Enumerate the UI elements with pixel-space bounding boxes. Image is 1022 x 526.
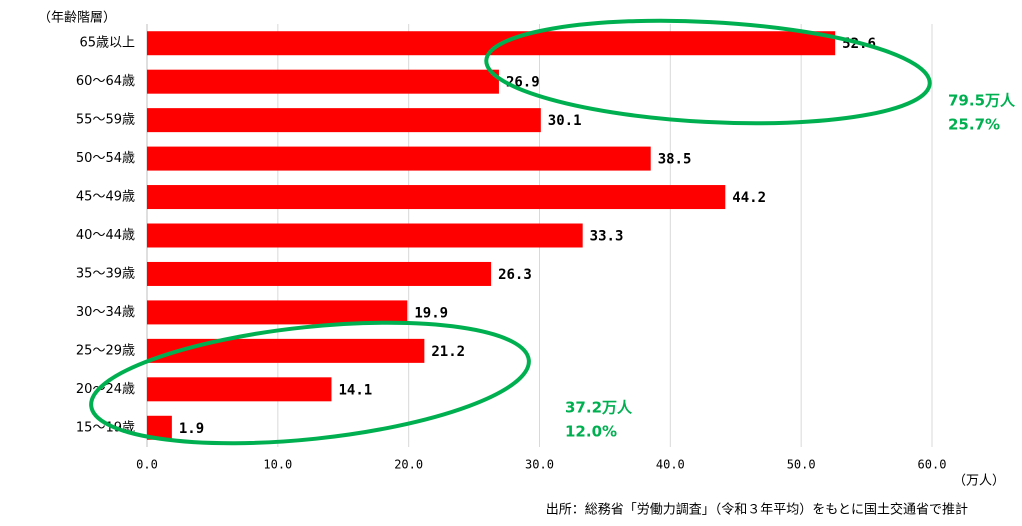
x-tick-label: 40.0 [656,458,685,472]
bar [147,185,726,210]
y-axis-label: （年齢階層） [38,11,116,26]
x-tick-label: 30.0 [525,458,554,472]
y-tick-label: 20～24歳 [76,382,135,397]
data-label: 30.1 [548,113,582,129]
data-label: 44.2 [732,190,766,206]
y-tick-label: 25～29歳 [76,343,135,358]
y-tick-label: 45～49歳 [76,190,135,205]
bar [147,338,425,363]
bar [147,69,499,94]
annotation: 37.2万人 [565,399,633,417]
data-label: 33.3 [590,229,624,245]
x-tick-label: 50.0 [787,458,816,472]
bar [147,146,651,171]
annotation: 12.0% [565,423,617,441]
y-tick-label: 60～64歳 [76,74,135,89]
highlight-ellipse [484,18,932,126]
bar [147,261,492,286]
y-tick-label: 35～39歳 [76,266,135,281]
y-tick-label: 55～59歳 [76,113,135,128]
data-label: 26.3 [498,267,532,283]
bar [147,223,583,248]
y-tick-label: 65歳以上 [79,36,135,51]
bar [147,108,541,133]
data-label: 14.1 [338,382,372,398]
source: 出所：総務省「労働力調査」（令和３年平均）をもとに国土交通省で推計 [546,502,968,518]
x-tick-label: 20.0 [394,458,423,472]
y-tick-label: 50～54歳 [76,151,135,166]
y-tick-label: 40～44歳 [76,228,135,243]
x-tick-label: 60.0 [918,458,947,472]
x-axis-label: （万人） [953,474,1005,489]
bar [147,300,408,325]
highlight-ellipse [89,320,531,446]
annotation: 25.7% [948,116,1000,134]
annotation: 79.5万人 [948,92,1016,110]
y-tick-label: 30～34歳 [76,305,135,320]
data-label: 19.9 [414,305,448,321]
x-tick-label: 0.0 [136,458,158,472]
data-label: 21.2 [431,344,465,360]
x-tick-label: 10.0 [263,458,292,472]
data-label: 38.5 [658,152,692,168]
bar [147,377,332,402]
data-label: 1.9 [179,421,204,437]
